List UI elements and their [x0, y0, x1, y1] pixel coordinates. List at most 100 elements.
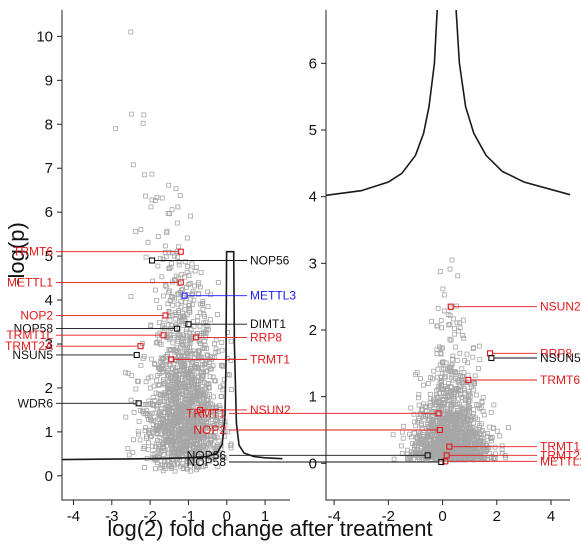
highlight-point: [177, 279, 184, 286]
data-point: [173, 376, 179, 382]
data-point: [175, 244, 181, 250]
y-tick-label: 3: [309, 255, 317, 272]
data-point: [470, 414, 476, 419]
threshold-curve: [61, 250, 283, 461]
data-point: [146, 429, 151, 435]
data-point: [214, 412, 220, 418]
data-point: [421, 413, 427, 419]
data-point: [178, 430, 184, 436]
data-point: [453, 376, 459, 381]
data-point: [204, 352, 210, 358]
data-point: [130, 437, 136, 443]
data-point: [150, 403, 156, 408]
data-point: [179, 445, 185, 451]
data-point: [446, 367, 452, 373]
data-point: [161, 441, 167, 447]
data-point: [466, 404, 471, 409]
data-point: [187, 330, 193, 336]
data-point: [467, 405, 473, 410]
data-point: [142, 465, 148, 470]
data-point: [179, 427, 184, 433]
protein-label: METTL1: [540, 454, 581, 468]
data-point: [191, 297, 197, 303]
data-point: [182, 353, 187, 359]
x-tick-label: 0: [438, 508, 446, 525]
data-point: [123, 370, 129, 376]
data-point: [445, 402, 451, 408]
data-point: [163, 428, 169, 434]
data-point: [202, 343, 208, 349]
y-tick-label: 6: [45, 204, 53, 221]
data-point: [444, 424, 450, 430]
data-point: [170, 429, 176, 435]
data-point: [215, 442, 221, 448]
data-point: [183, 397, 189, 403]
data-point: [195, 445, 200, 451]
data-point: [199, 365, 205, 371]
protein-label: NOP2: [20, 308, 53, 322]
data-point: [184, 263, 190, 269]
data-point: [479, 443, 485, 449]
data-point: [199, 301, 205, 307]
highlight-point: [442, 458, 449, 465]
highlight-point: [193, 334, 200, 341]
data-point: [464, 351, 470, 357]
data-point: [445, 410, 450, 416]
data-point: [153, 419, 159, 425]
data-point: [161, 377, 166, 383]
data-point: [454, 456, 460, 462]
data-point: [462, 398, 468, 403]
data-point: [154, 460, 160, 466]
data-point: [164, 405, 170, 411]
highlight-point: [177, 248, 184, 255]
data-point: [476, 343, 482, 349]
data-point: [195, 414, 201, 419]
data-point: [430, 376, 435, 382]
data-point: [146, 398, 152, 404]
data-point: [474, 434, 480, 440]
data-point: [190, 408, 196, 414]
data-point: [472, 381, 478, 387]
highlight-point: [446, 443, 453, 450]
highlight-point: [173, 325, 181, 332]
data-point: [447, 266, 453, 272]
data-point: [125, 370, 131, 376]
data-point: [472, 373, 478, 379]
data-point: [489, 438, 494, 444]
data-point: [197, 341, 203, 347]
data-point: [193, 428, 199, 433]
data-point: [138, 227, 144, 233]
data-point: [174, 357, 179, 363]
data-point: [187, 357, 193, 363]
data-point: [208, 292, 214, 298]
data-point: [463, 428, 468, 434]
data-point: [425, 381, 431, 386]
data-point: [176, 377, 182, 383]
highlight-point: [149, 257, 156, 264]
data-point: [200, 299, 206, 304]
y-tick-label: 5: [45, 248, 53, 265]
data-point: [462, 416, 468, 422]
data-point: [456, 382, 462, 388]
data-point: [175, 301, 181, 307]
data-point: [169, 410, 175, 415]
data-point: [186, 371, 192, 377]
data-point: [190, 427, 196, 433]
data-point: [485, 431, 491, 436]
data-point: [155, 234, 161, 239]
data-point: [473, 440, 479, 446]
data-point: [202, 393, 208, 399]
data-point: [149, 171, 155, 177]
data-point: [195, 314, 201, 320]
protein-label: NOP56: [250, 253, 290, 267]
data-point: [178, 405, 184, 410]
data-point: [176, 262, 182, 268]
data-point: [453, 387, 458, 393]
y-tick-label: 0: [309, 455, 317, 472]
data-point: [171, 346, 177, 352]
data-point: [455, 410, 461, 416]
data-point: [448, 389, 454, 395]
data-point: [141, 112, 147, 118]
